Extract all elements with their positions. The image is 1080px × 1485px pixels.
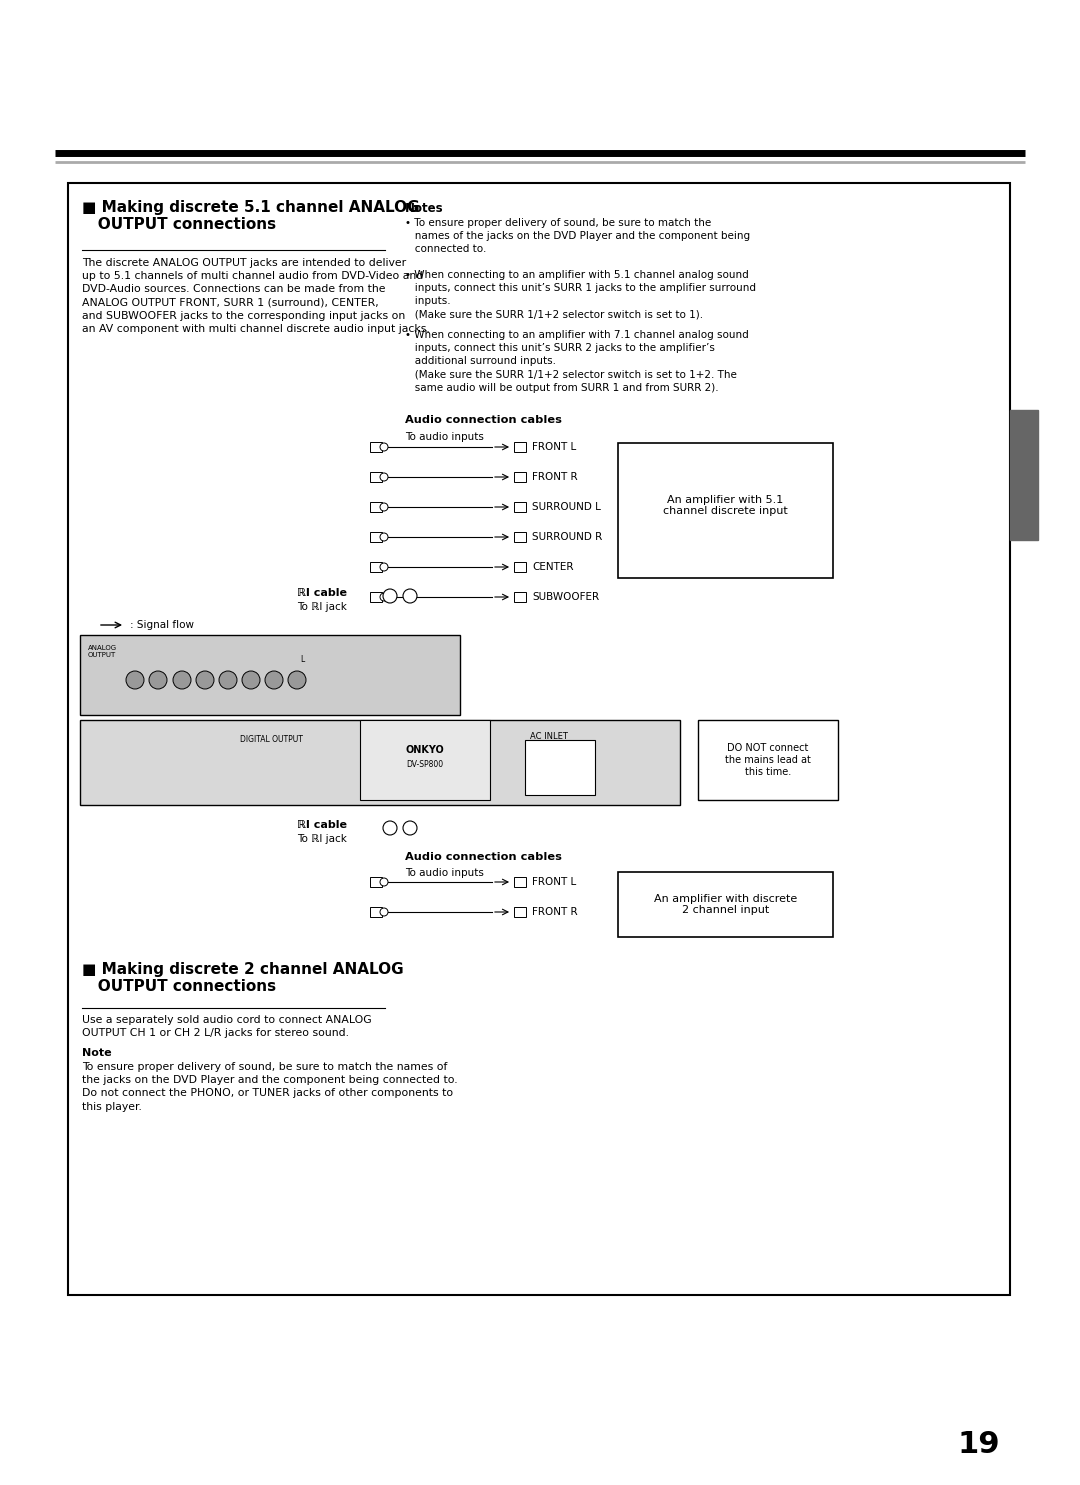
Bar (514, 561, 526, 572)
Text: To audio inputs: To audio inputs (405, 432, 484, 443)
Circle shape (380, 593, 388, 601)
Text: Audio connection cables: Audio connection cables (405, 414, 562, 425)
Text: ■ Making discrete 2 channel ANALOG
   OUTPUT connections: ■ Making discrete 2 channel ANALOG OUTPU… (82, 962, 404, 995)
Bar (1010, 410, 1038, 541)
Bar (370, 532, 382, 542)
Circle shape (173, 671, 191, 689)
Bar (360, 720, 490, 800)
Text: To ℝI jack: To ℝI jack (297, 835, 347, 843)
Bar (370, 907, 382, 918)
Text: SUBWOOFER: SUBWOOFER (532, 593, 599, 601)
Text: DIGITAL OUTPUT: DIGITAL OUTPUT (240, 735, 302, 744)
Text: FRONT R: FRONT R (532, 907, 578, 918)
Circle shape (380, 563, 388, 572)
Circle shape (380, 474, 388, 481)
Text: 19: 19 (957, 1430, 1000, 1458)
Text: SURROUND R: SURROUND R (532, 532, 603, 542)
Bar (514, 472, 526, 483)
Circle shape (383, 821, 397, 835)
Bar (514, 502, 526, 512)
Bar (514, 593, 526, 601)
Text: SURROUND L: SURROUND L (532, 502, 600, 512)
Text: CENTER: CENTER (532, 561, 573, 572)
Bar (514, 532, 526, 542)
Text: To ensure proper delivery of sound, be sure to match the names of
the jacks on t: To ensure proper delivery of sound, be s… (82, 1062, 458, 1112)
Text: AC INLET: AC INLET (530, 732, 568, 741)
Circle shape (288, 671, 306, 689)
Text: To ℝI jack: To ℝI jack (297, 601, 347, 612)
Text: ℝI cable: ℝI cable (297, 588, 347, 598)
Bar (370, 472, 382, 483)
Text: DO NOT connect
the mains lead at
this time.: DO NOT connect the mains lead at this ti… (725, 744, 811, 777)
Bar (80, 720, 680, 805)
Bar (370, 443, 382, 451)
Bar (618, 872, 833, 937)
Text: Use a separately sold audio cord to connect ANALOG
OUTPUT CH 1 or CH 2 L/R jacks: Use a separately sold audio cord to conn… (82, 1016, 372, 1038)
Circle shape (219, 671, 237, 689)
Circle shape (149, 671, 167, 689)
Text: • To ensure proper delivery of sound, be sure to match the
   names of the jacks: • To ensure proper delivery of sound, be… (405, 218, 751, 254)
Text: Note: Note (82, 1048, 111, 1057)
Text: : Signal flow: : Signal flow (130, 621, 194, 630)
Circle shape (265, 671, 283, 689)
Bar (68, 183, 1010, 1295)
Text: The discrete ANALOG OUTPUT jacks are intended to deliver
up to 5.1 channels of m: The discrete ANALOG OUTPUT jacks are int… (82, 258, 430, 334)
Bar (514, 443, 526, 451)
Circle shape (380, 443, 388, 451)
Text: L: L (300, 655, 305, 664)
Text: FRONT L: FRONT L (532, 878, 577, 887)
Circle shape (380, 533, 388, 541)
Text: • When connecting to an amplifier with 5.1 channel analog sound
   inputs, conne: • When connecting to an amplifier with 5… (405, 270, 756, 319)
Text: ONKYO: ONKYO (406, 745, 444, 754)
Text: ℝI cable: ℝI cable (297, 820, 347, 830)
Bar (525, 740, 595, 794)
Circle shape (380, 503, 388, 511)
Text: To audio inputs: To audio inputs (405, 869, 484, 878)
Circle shape (383, 590, 397, 603)
Text: An amplifier with 5.1
channel discrete input: An amplifier with 5.1 channel discrete i… (663, 495, 788, 517)
Text: FRONT L: FRONT L (532, 443, 577, 451)
Circle shape (242, 671, 260, 689)
Text: FRONT R: FRONT R (532, 472, 578, 483)
Bar (370, 561, 382, 572)
Circle shape (380, 878, 388, 887)
Bar (370, 593, 382, 601)
Circle shape (380, 907, 388, 916)
Bar (698, 720, 838, 800)
Bar (80, 636, 460, 714)
Bar (370, 878, 382, 887)
Text: Notes: Notes (405, 202, 444, 215)
Text: • When connecting to an amplifier with 7.1 channel analog sound
   inputs, conne: • When connecting to an amplifier with 7… (405, 330, 748, 394)
Text: DV-SP800: DV-SP800 (406, 760, 444, 769)
Text: ■ Making discrete 5.1 channel ANALOG
   OUTPUT connections: ■ Making discrete 5.1 channel ANALOG OUT… (82, 200, 420, 232)
Circle shape (195, 671, 214, 689)
Bar (514, 907, 526, 918)
Bar (618, 443, 833, 578)
Circle shape (403, 821, 417, 835)
Circle shape (403, 590, 417, 603)
Text: An amplifier with discrete
2 channel input: An amplifier with discrete 2 channel inp… (653, 894, 797, 915)
Bar (514, 878, 526, 887)
Text: ANALOG
OUTPUT: ANALOG OUTPUT (87, 644, 117, 658)
Bar (370, 502, 382, 512)
Circle shape (126, 671, 144, 689)
Text: Audio connection cables: Audio connection cables (405, 852, 562, 861)
